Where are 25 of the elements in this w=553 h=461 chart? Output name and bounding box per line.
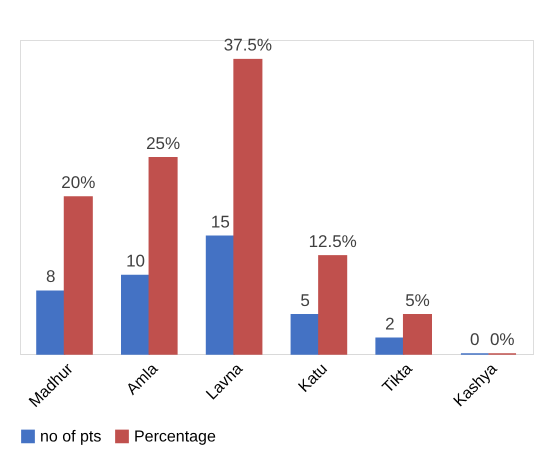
data-label: 8: [46, 267, 56, 286]
legend-label: Percentage: [134, 428, 216, 446]
data-label: 5: [300, 290, 310, 310]
data-label: 0%: [490, 330, 515, 349]
bar: [318, 255, 348, 355]
bar: [402, 314, 432, 355]
data-label: 12.5%: [308, 232, 357, 251]
data-label: 37.5%: [224, 36, 272, 55]
bar: [206, 236, 235, 355]
data-label: 2: [385, 314, 395, 334]
legend-label: no of pts: [40, 428, 102, 446]
bar: [233, 58, 262, 355]
bar: [121, 274, 150, 355]
bar: [148, 157, 178, 355]
data-label: 5%: [405, 290, 430, 310]
data-label: 0: [470, 330, 480, 349]
bar: [290, 314, 320, 355]
bar: [36, 290, 66, 355]
data-label: 20%: [61, 173, 96, 192]
bar: [375, 338, 404, 355]
data-label: 15: [210, 212, 230, 232]
bar: [64, 196, 93, 355]
x-tick-label: Tikta: [380, 360, 416, 397]
data-label: 25%: [146, 134, 180, 153]
data-label: 10: [126, 252, 145, 270]
